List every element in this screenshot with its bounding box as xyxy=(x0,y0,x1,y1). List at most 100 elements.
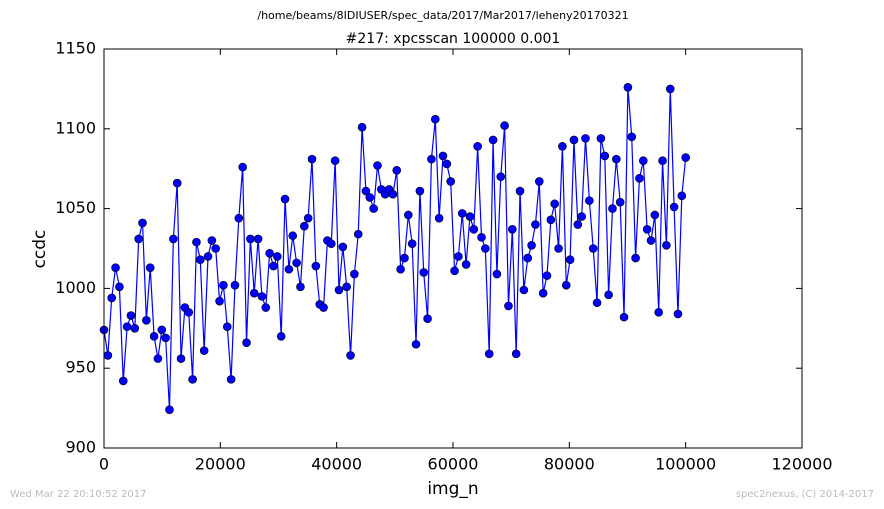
data-point xyxy=(326,239,336,249)
data-point xyxy=(565,255,575,264)
plot-frame xyxy=(103,48,803,449)
data-point xyxy=(465,212,475,221)
data-point xyxy=(280,194,290,204)
data-point xyxy=(273,252,282,261)
x-tick-label: 80000 xyxy=(544,455,595,474)
data-point xyxy=(203,252,213,261)
data-point xyxy=(149,331,159,341)
data-point xyxy=(369,204,378,213)
data-point xyxy=(642,225,652,234)
data-point xyxy=(515,186,525,196)
x-axis-label: img_n xyxy=(427,479,478,499)
data-point xyxy=(646,236,656,245)
data-point xyxy=(438,151,448,161)
data-point xyxy=(307,154,317,164)
data-point xyxy=(196,255,205,264)
data-point xyxy=(192,237,201,247)
data-point xyxy=(392,165,402,175)
data-point xyxy=(145,263,155,272)
data-point xyxy=(673,309,683,319)
data-point xyxy=(577,212,586,221)
data-point xyxy=(442,159,452,169)
data-point xyxy=(330,156,340,166)
suptitle: /home/beams/8IDIUSER/spec_data/2017/Mar2… xyxy=(257,9,628,22)
data-point xyxy=(122,322,132,332)
data-point xyxy=(654,308,664,317)
data-point xyxy=(165,405,174,414)
data-point xyxy=(169,234,178,244)
data-point xyxy=(342,282,351,292)
data-point xyxy=(103,351,113,360)
y-tick-label: 950 xyxy=(65,358,96,377)
data-point xyxy=(257,292,267,301)
data-point xyxy=(477,233,486,242)
data-point xyxy=(222,322,232,332)
data-point xyxy=(581,134,590,143)
data-point xyxy=(249,288,259,298)
data-point xyxy=(184,308,194,317)
data-point xyxy=(157,325,167,335)
data-point xyxy=(423,314,432,324)
data-point xyxy=(269,261,278,271)
data-point xyxy=(404,210,413,220)
data-point xyxy=(677,191,687,201)
data-point xyxy=(427,154,436,164)
y-tick-label: 1100 xyxy=(55,118,96,137)
data-point xyxy=(211,244,221,253)
data-point xyxy=(334,285,344,295)
x-tick-label: 100000 xyxy=(655,455,716,474)
data-point xyxy=(554,244,563,253)
data-point xyxy=(523,253,533,263)
data-point xyxy=(558,142,567,151)
series-line xyxy=(103,87,687,410)
data-point xyxy=(407,239,417,249)
data-point xyxy=(111,263,120,272)
data-point xyxy=(496,172,506,181)
x-tick-label: 40000 xyxy=(311,455,362,474)
data-point xyxy=(126,311,136,320)
data-point xyxy=(681,153,690,162)
y-tick-label: 1050 xyxy=(55,198,96,217)
y-tick-label: 900 xyxy=(65,438,96,457)
data-point xyxy=(134,234,143,244)
data-point xyxy=(635,173,644,183)
data-point xyxy=(276,331,286,341)
chart-title: #217: xpcsscan 100000 0.001 xyxy=(346,31,561,47)
data-point xyxy=(473,142,482,151)
data-point xyxy=(373,161,382,170)
data-point xyxy=(238,162,247,172)
data-point xyxy=(188,375,197,384)
data-point xyxy=(669,202,679,212)
data-point xyxy=(434,213,444,223)
data-point xyxy=(176,354,186,363)
data-point xyxy=(484,349,494,359)
data-point xyxy=(546,215,556,225)
data-point xyxy=(500,121,509,130)
data-point xyxy=(600,151,610,161)
data-point xyxy=(469,225,479,234)
data-point xyxy=(511,349,521,359)
data-point xyxy=(504,301,513,311)
x-tick-label: 20000 xyxy=(195,455,246,474)
data-point xyxy=(292,258,301,268)
data-point xyxy=(481,244,490,253)
data-point xyxy=(608,204,617,213)
data-point xyxy=(638,156,648,166)
data-point xyxy=(338,242,348,252)
data-point xyxy=(627,132,637,142)
data-point xyxy=(130,323,140,333)
data-point xyxy=(388,189,398,199)
data-point xyxy=(430,114,440,124)
data-point xyxy=(519,285,529,295)
data-point xyxy=(461,260,471,269)
data-point xyxy=(118,376,128,386)
data-point xyxy=(230,280,240,290)
data-point xyxy=(311,261,321,271)
data-point xyxy=(619,312,629,322)
data-point xyxy=(115,282,124,292)
data-point xyxy=(242,338,251,347)
data-point xyxy=(361,186,371,196)
data-point xyxy=(538,288,548,298)
data-point xyxy=(615,197,625,207)
data-point xyxy=(573,220,583,229)
